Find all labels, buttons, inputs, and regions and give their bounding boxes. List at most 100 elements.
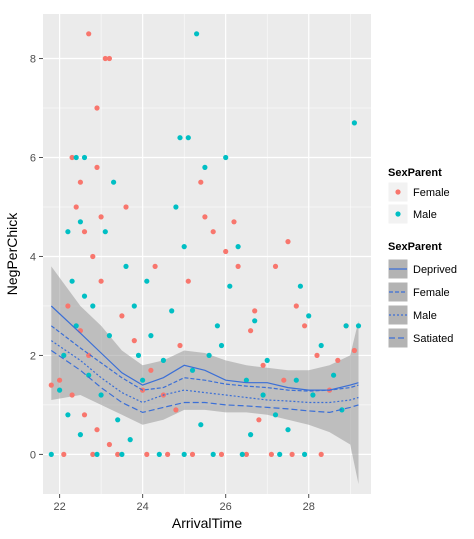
x-tick-label: 28 xyxy=(303,501,315,513)
data-point-male xyxy=(302,451,308,457)
data-point-female xyxy=(77,179,83,185)
data-point-female xyxy=(235,263,241,269)
data-point-male xyxy=(297,283,303,289)
data-point-female xyxy=(115,451,121,457)
data-point-female xyxy=(252,308,258,314)
smooth-line-female xyxy=(50,325,359,392)
data-point-female xyxy=(69,392,75,398)
data-point-male xyxy=(160,357,166,363)
data-point-male xyxy=(214,323,220,329)
legend-label-male: Male xyxy=(413,209,437,221)
y-tick-label: 8 xyxy=(30,54,36,66)
data-point-male xyxy=(310,392,316,398)
data-point-male xyxy=(57,387,63,393)
data-point-female xyxy=(131,338,137,344)
data-point-male xyxy=(65,412,71,418)
data-point-female xyxy=(65,303,71,309)
data-point-female xyxy=(86,31,92,37)
data-point-male xyxy=(81,293,88,299)
data-point-male xyxy=(135,352,142,358)
y-tick-label: 2 xyxy=(30,350,36,362)
data-point-male xyxy=(123,263,129,269)
y-tick-label: 6 xyxy=(30,153,36,165)
data-point-female xyxy=(152,263,158,269)
data-point-male xyxy=(306,313,312,319)
data-point-female xyxy=(260,362,266,368)
data-point-male xyxy=(173,204,179,210)
data-point-female xyxy=(189,451,196,457)
legend-smooth-title: SexParent xyxy=(388,241,442,253)
x-tick-label: 26 xyxy=(220,501,232,513)
data-point-female xyxy=(94,105,100,111)
data-point-female xyxy=(106,55,112,62)
data-point-female xyxy=(148,367,154,373)
scatter-points xyxy=(48,31,362,457)
x-axis-title: ArrivalTime xyxy=(172,515,242,531)
data-point-female xyxy=(314,352,320,358)
data-point-male xyxy=(127,437,133,443)
data-point-female xyxy=(69,154,75,161)
data-point-male xyxy=(285,427,291,433)
data-point-female xyxy=(61,451,67,457)
legend-label-male: Male xyxy=(413,310,437,322)
data-point-male xyxy=(235,244,241,250)
data-point-male xyxy=(144,278,150,284)
legend-label-deprived: Deprived xyxy=(413,264,457,276)
data-point-male xyxy=(185,135,191,141)
y-axis-title: NegPerChick xyxy=(4,212,20,295)
data-point-male xyxy=(239,451,245,457)
data-point-male xyxy=(343,323,349,329)
data-point-male xyxy=(223,154,229,161)
confidence-band xyxy=(51,266,359,485)
data-point-female xyxy=(289,451,295,457)
data-point-female xyxy=(243,451,249,457)
data-point-female xyxy=(90,253,96,260)
data-point-male xyxy=(318,342,324,349)
data-point-male xyxy=(210,451,216,457)
data-point-female xyxy=(106,441,112,448)
data-point-male xyxy=(198,422,204,428)
legend-label-female: Female xyxy=(413,187,450,199)
data-point-female xyxy=(198,179,204,185)
x-tick-label: 24 xyxy=(137,501,149,513)
data-point-female xyxy=(173,407,179,413)
data-point-male xyxy=(61,352,67,358)
data-point-male xyxy=(169,308,175,314)
data-point-male xyxy=(148,333,154,339)
data-point-female xyxy=(177,342,183,349)
data-point-male xyxy=(243,377,249,383)
data-point-female xyxy=(302,323,308,329)
data-point-female xyxy=(248,328,254,334)
data-point-male xyxy=(69,278,75,284)
data-point-female xyxy=(318,451,324,457)
y-tick-label: 0 xyxy=(30,449,36,461)
legend-label-satiated: Satiated xyxy=(413,333,453,345)
data-point-female xyxy=(94,164,100,170)
x-tick-label: 22 xyxy=(53,501,65,513)
smooth-line-male xyxy=(50,340,359,404)
data-point-male xyxy=(77,432,83,438)
data-point-male xyxy=(115,417,121,423)
data-point-female xyxy=(123,204,129,210)
data-point-male xyxy=(293,377,299,383)
data-point-female xyxy=(94,427,100,433)
data-point-female xyxy=(90,451,96,457)
data-point-male xyxy=(65,229,71,235)
data-point-male xyxy=(181,451,187,457)
data-point-female xyxy=(165,451,171,457)
data-point-male xyxy=(351,120,357,126)
data-point-female xyxy=(256,417,262,423)
data-point-male xyxy=(119,451,125,457)
data-point-female xyxy=(48,382,54,388)
data-point-male xyxy=(86,372,92,378)
data-point-male xyxy=(264,357,270,363)
data-point-female xyxy=(218,451,225,457)
data-point-male xyxy=(131,303,137,309)
data-point-male xyxy=(181,244,187,250)
data-point-female xyxy=(223,248,229,255)
data-point-male xyxy=(331,372,337,378)
confidence-band-area xyxy=(51,266,359,485)
data-point-male xyxy=(248,432,254,438)
y-tick-label: 4 xyxy=(30,251,36,263)
